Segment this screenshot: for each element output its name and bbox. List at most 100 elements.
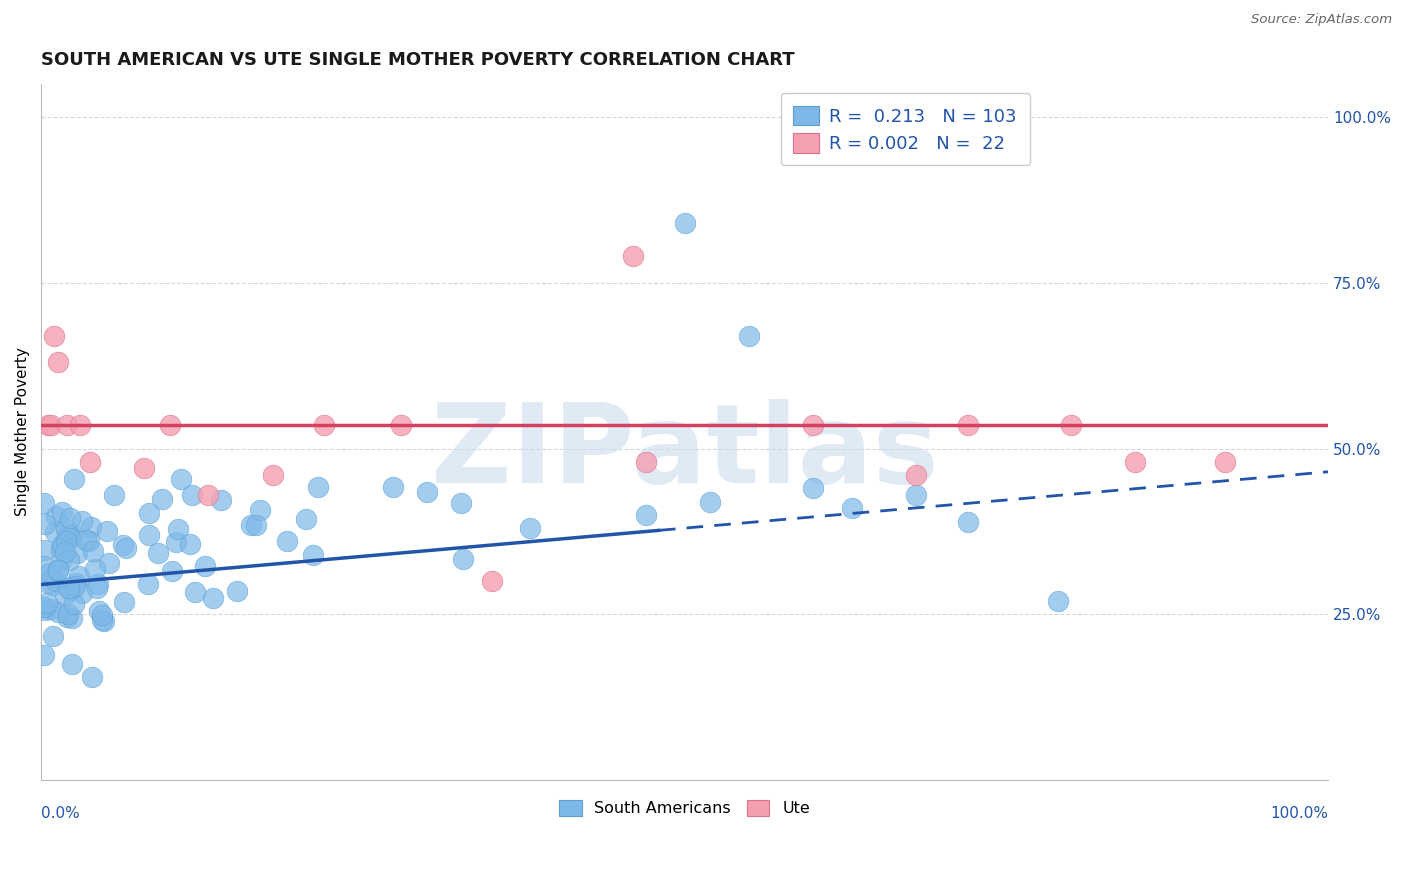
Point [132,461,155,475]
Point [58,530,80,544]
Point [245,518,267,533]
Point [416,484,439,499]
Point [69,418,91,433]
Point [49,542,72,557]
Point [1046,594,1069,608]
Point [58,552,80,566]
Point [181,488,204,502]
Point [634,455,657,469]
Point [451,551,474,566]
Point [39,566,62,580]
Text: SOUTH AMERICAN VS UTE SINGLE MOTHER POVERTY CORRELATION CHART: SOUTH AMERICAN VS UTE SINGLE MOTHER POVE… [41,51,794,69]
Point [112,594,135,608]
Point [249,503,271,517]
Point [51,551,73,566]
Point [159,418,181,433]
Point [41,570,63,584]
Point [801,481,824,495]
Point [55,522,77,536]
Point [956,515,979,529]
Point [72,586,94,600]
Point [519,521,541,535]
Point [96,524,118,539]
Point [103,488,125,502]
Point [905,488,928,502]
Point [45,509,67,524]
Legend: South Americans, Ute: South Americans, Ute [551,791,818,824]
Point [115,541,138,556]
Point [262,468,284,483]
Point [170,472,193,486]
Point [66,545,89,559]
Point [841,501,863,516]
Point [46,563,69,577]
Point [87,576,110,591]
Point [225,583,247,598]
Point [160,564,183,578]
Point [59,583,82,598]
Point [179,536,201,550]
Point [53,545,76,559]
Point [63,472,86,486]
Point [44,525,66,540]
Text: 0.0%: 0.0% [41,806,80,822]
Point [53,588,76,602]
Point [391,418,413,433]
Point [51,538,73,552]
Point [37,418,59,433]
Point [42,629,65,643]
Point [34,648,56,662]
Point [70,515,93,529]
Text: 100.0%: 100.0% [1270,806,1329,822]
Point [83,562,105,576]
Point [239,518,262,533]
Point [60,527,83,541]
Point [46,563,69,577]
Point [1213,455,1236,469]
Point [98,556,121,570]
Text: Source: ZipAtlas.com: Source: ZipAtlas.com [1251,13,1392,27]
Point [32,543,55,558]
Point [481,574,503,589]
Y-axis label: Single Mother Poverty: Single Mother Poverty [15,348,30,516]
Point [80,520,103,534]
Point [34,516,56,531]
Point [82,670,104,684]
Point [65,576,87,591]
Point [202,591,225,606]
Point [138,528,160,542]
Point [67,569,90,583]
Point [55,533,77,548]
Point [62,611,84,625]
Point [79,533,101,548]
Point [60,657,83,672]
Point [301,548,323,562]
Point [59,511,82,525]
Point [905,468,928,483]
Point [46,605,69,619]
Point [194,558,217,573]
Point [42,329,65,343]
Point [42,578,65,592]
Point [75,533,97,548]
Point [1060,418,1083,433]
Point [197,488,219,502]
Point [956,418,979,433]
Point [32,496,55,510]
Point [184,585,207,599]
Point [314,418,336,433]
Point [63,579,86,593]
Point [148,546,170,560]
Point [112,538,135,552]
Point [87,604,110,618]
Point [621,249,644,263]
Point [82,544,104,558]
Point [91,608,114,623]
Point [165,534,187,549]
Point [167,522,190,536]
Point [138,506,160,520]
Point [93,614,115,628]
Point [51,504,73,518]
Point [382,479,405,493]
Point [150,492,173,507]
